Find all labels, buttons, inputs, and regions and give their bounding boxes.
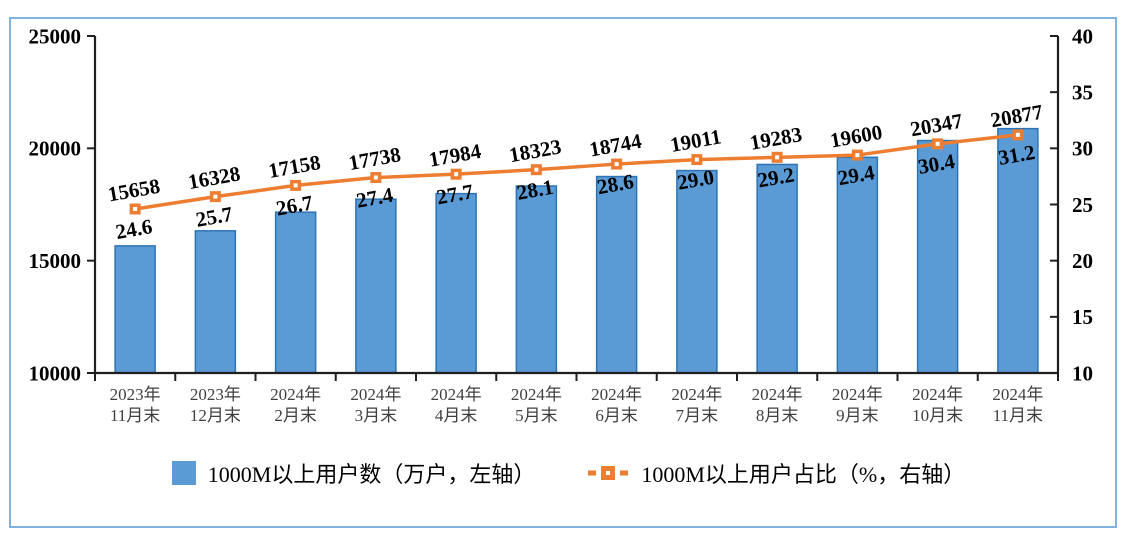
line-value-label: 24.6 (114, 214, 154, 244)
x-category-label: 2024年 7月末 (671, 385, 722, 425)
right-axis-tick-label: 40 (1072, 24, 1093, 48)
axes (93, 36, 1060, 375)
line-marker-center (935, 141, 940, 146)
right-axis-tick-label: 20 (1072, 249, 1093, 273)
line-marker-center (1015, 132, 1020, 137)
line-marker-center (373, 175, 378, 180)
x-category-label: 2024年 11月末 (992, 385, 1043, 425)
bar (836, 156, 879, 374)
bar-value-label: 16328 (186, 161, 242, 194)
x-labels: 2023年 11月末 2023年 12月末 2024年 2月末 2024年 3月末 2024年 4… (110, 385, 1044, 425)
bar (194, 230, 237, 374)
bar (435, 192, 477, 374)
x-category-label: 2023年 12月末 (190, 385, 241, 425)
line-markers (129, 129, 1024, 215)
bar-value-label: 17158 (266, 150, 322, 183)
bar-value-label: 20877 (989, 100, 1045, 133)
bar (274, 211, 317, 374)
right-axis-tick-label: 30 (1072, 137, 1093, 161)
x-category-label: 2024年 9月末 (832, 385, 883, 425)
x-category-label: 2024年 8月末 (752, 385, 803, 425)
line-marker-center (454, 172, 459, 177)
line-marker-center (213, 194, 218, 199)
x-category-label: 2024年 5月末 (511, 385, 562, 425)
x-category-label: 2024年 6月末 (591, 385, 642, 425)
line-marker-center (133, 206, 138, 211)
x-category-label: 2024年 10月末 (912, 385, 963, 425)
line-series (134, 133, 1019, 211)
bar-value-label: 17738 (347, 142, 403, 175)
line-marker-center (775, 155, 780, 160)
bar-series-legend-label: 1000M以上用户数（万户，左轴） (207, 462, 536, 487)
bar-value-label: 15658 (106, 174, 162, 207)
x-category-label: 2024年 3月末 (350, 385, 401, 425)
left-axis: 25000 20000 15000 10000 (29, 24, 95, 385)
x-category-label: 2024年 2月末 (270, 385, 321, 425)
right-axis-tick-label: 10 (1072, 361, 1093, 385)
line-marker-center (855, 153, 860, 158)
bar (756, 163, 798, 374)
line-marker-center (694, 157, 699, 162)
bar (595, 175, 638, 374)
line-value-label: 25.7 (194, 202, 234, 232)
line-marker-center (534, 167, 539, 172)
bar-value-label: 18744 (587, 129, 643, 162)
bar-value-label: 17984 (427, 139, 483, 172)
bar-series-swatch-icon (171, 461, 196, 485)
right-axis-tick-label: 35 (1072, 81, 1093, 105)
line-series-legend-label: 1000M以上用户占比（%，右轴） (641, 462, 966, 487)
legend-item-line-series: 1000M以上用户占比（%，右轴） (587, 457, 965, 489)
left-axis-tick-label: 15000 (29, 249, 82, 273)
left-axis-tick-label: 20000 (29, 137, 82, 161)
x-axis (94, 373, 1059, 381)
bar (355, 198, 397, 374)
bar-series (114, 127, 1039, 374)
legend-item-bar-series: 1000M以上用户数（万户，左轴） (171, 457, 536, 489)
bar-value-label: 19600 (828, 120, 884, 153)
x-category-label: 2024年 4月末 (431, 385, 482, 425)
left-axis-tick-label: 10000 (29, 361, 82, 385)
line-series-marker-icon (587, 462, 629, 484)
bar-value-label: 19011 (668, 124, 723, 157)
right-axis-tick-label: 25 (1072, 193, 1093, 217)
bar (916, 139, 959, 374)
bar-value-label: 18323 (507, 134, 563, 167)
left-axis-tick-label: 25000 (29, 24, 82, 48)
bar-value-label: 19283 (748, 122, 804, 155)
bar-value-label: 20347 (908, 109, 964, 142)
x-category-label: 2023年 11月末 (110, 385, 161, 425)
bar (515, 185, 558, 374)
legend: 1000M以上用户数（万户，左轴） 1000M以上用户占比（%，右轴） (0, 452, 1137, 494)
line-marker-center (293, 183, 298, 188)
right-axis: 40 35 30 25 20 15 10 (1050, 24, 1093, 385)
data-labels: 1565824.61632825.71715826.71773827.41798… (106, 100, 1045, 245)
bar (676, 169, 718, 374)
bar (114, 245, 156, 374)
line-marker-center (614, 162, 619, 167)
right-axis-tick-label: 15 (1072, 305, 1093, 329)
